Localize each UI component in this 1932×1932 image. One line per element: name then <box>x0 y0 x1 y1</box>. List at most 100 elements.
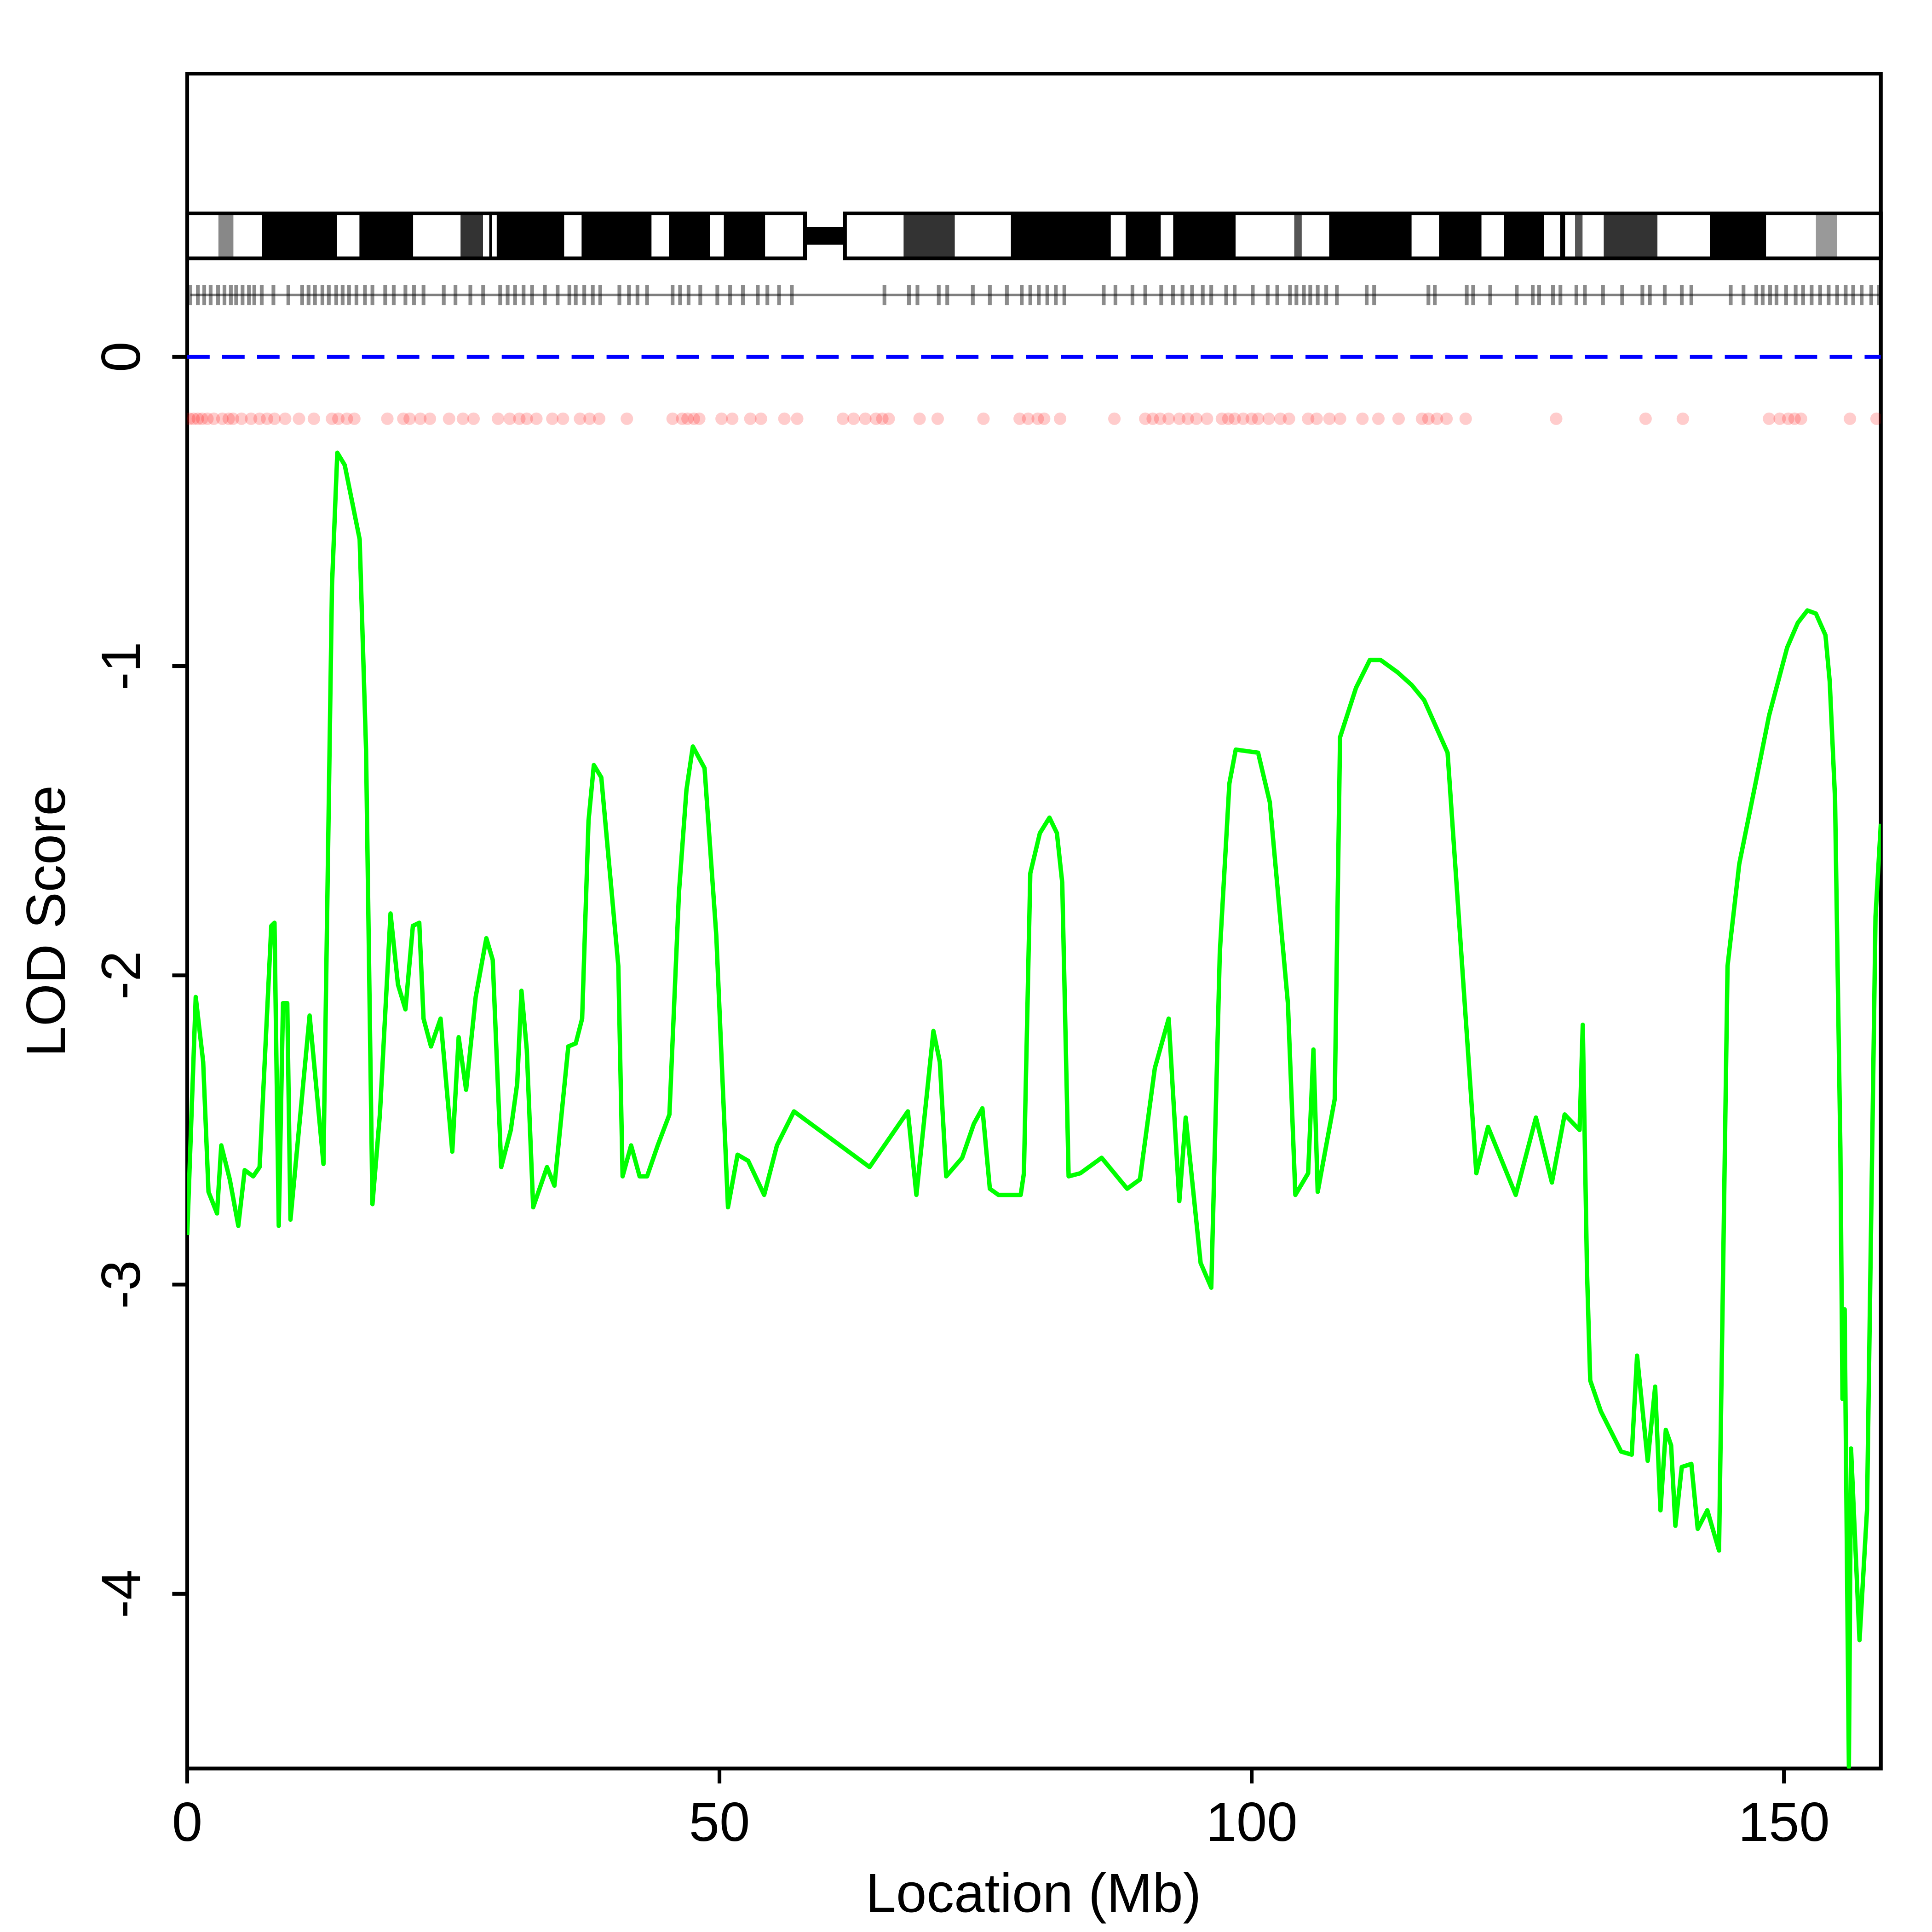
variant-dot <box>1372 412 1385 425</box>
variant-dot <box>503 412 516 425</box>
variant-dot <box>977 412 990 425</box>
variant-dot <box>1031 412 1044 425</box>
variant-dot <box>1139 412 1152 425</box>
variant-dot <box>397 412 410 425</box>
variant-dot <box>847 412 860 425</box>
variant-dot <box>1763 412 1776 425</box>
variant-dot <box>207 412 220 425</box>
x-tick-label: 100 <box>1206 1792 1298 1853</box>
variant-dot <box>1201 412 1213 425</box>
variant-dot <box>1013 412 1026 425</box>
variant-dot <box>1415 412 1428 425</box>
variant-dot <box>1173 412 1186 425</box>
variant-dot <box>381 412 394 425</box>
variant-dot <box>196 412 208 425</box>
variant-dot <box>340 412 353 425</box>
variant-dot <box>1237 412 1250 425</box>
variant-dot <box>1870 412 1881 425</box>
variant-dot <box>876 412 889 425</box>
variant-dot <box>1190 412 1203 425</box>
variant-dot <box>1459 412 1472 425</box>
variant-dot <box>869 412 882 425</box>
variant-dot <box>456 412 469 425</box>
variant-dot <box>1215 412 1228 425</box>
variant-dot <box>1146 412 1159 425</box>
variant-dot <box>245 412 258 425</box>
variant-dot <box>778 412 791 425</box>
ideogram <box>185 211 1883 260</box>
variant-dot <box>676 412 689 425</box>
variant-dot <box>467 412 480 425</box>
variant-dot <box>666 412 679 425</box>
axes: 0 50 100 150 -4 -3 -2 -1 0 <box>91 342 1830 1853</box>
x-axis-label: Location (Mb) <box>866 1863 1202 1924</box>
variant-dot <box>191 412 204 425</box>
y-tick-label: 0 <box>91 342 152 372</box>
variant-dot <box>592 412 606 425</box>
variant-dot <box>260 412 274 425</box>
variant-dot <box>693 412 706 425</box>
variant-dot <box>326 412 339 425</box>
variant-dot <box>931 412 944 425</box>
variant-dot <box>1274 412 1287 425</box>
variant-dot <box>681 412 694 425</box>
variant-dot <box>1794 412 1807 425</box>
variant-dot <box>1154 412 1167 425</box>
variant-dot <box>332 412 345 425</box>
variant-dot <box>744 412 757 425</box>
variant-dot <box>414 412 427 425</box>
variant-dot <box>424 412 437 425</box>
variant-dot <box>235 412 248 425</box>
variant-dot <box>201 412 214 425</box>
variant-dot <box>1245 412 1258 425</box>
variant-dot <box>1108 412 1121 425</box>
lod-line <box>187 450 1881 1769</box>
variant-dot <box>726 412 739 425</box>
variant-dot <box>557 412 569 425</box>
plot-area <box>187 285 1881 1769</box>
variant-dot <box>530 412 543 425</box>
variant-dot <box>403 412 416 425</box>
variant-dot <box>279 412 292 425</box>
variant-dot <box>492 412 505 425</box>
variant-dot <box>546 412 559 425</box>
variant-dot <box>791 412 804 425</box>
variant-dot <box>836 412 850 425</box>
variant-dot <box>882 412 895 425</box>
y-tick-label: -4 <box>91 1570 152 1618</box>
variant-dot <box>520 412 533 425</box>
plot-content <box>187 285 1881 1769</box>
x-tick-label: 0 <box>172 1792 202 1853</box>
variant-dot <box>1676 412 1689 425</box>
variant-dot <box>574 412 586 425</box>
variant-dot <box>1222 412 1235 425</box>
variant-dot <box>1262 412 1275 425</box>
variant-dot <box>859 412 872 425</box>
variant-dot <box>1639 412 1652 425</box>
variant-dot <box>1282 412 1295 425</box>
variant-dot <box>1440 412 1453 425</box>
variant-dot <box>621 412 633 425</box>
variant-dot <box>583 412 596 425</box>
variant-dot <box>1334 412 1346 425</box>
variant-dot <box>1550 412 1563 425</box>
variant-dot <box>222 412 235 425</box>
variant-dot <box>1162 412 1175 425</box>
variant-dot <box>1053 412 1067 425</box>
variant-dot <box>1844 412 1857 425</box>
variant-dot <box>1181 412 1194 425</box>
variant-dot <box>268 412 281 425</box>
y-axis-label: LOD Score <box>16 785 77 1057</box>
variant-dot <box>1022 412 1035 425</box>
variant-dot <box>754 412 767 425</box>
variant-dot <box>1038 412 1051 425</box>
variant-dot <box>1773 412 1786 425</box>
variant-dot <box>1422 412 1435 425</box>
variant-dot <box>1252 412 1265 425</box>
variant-dot <box>1431 412 1443 425</box>
variant-dot <box>226 412 240 425</box>
variant-dot <box>1310 412 1323 425</box>
variant-dot <box>513 412 526 425</box>
